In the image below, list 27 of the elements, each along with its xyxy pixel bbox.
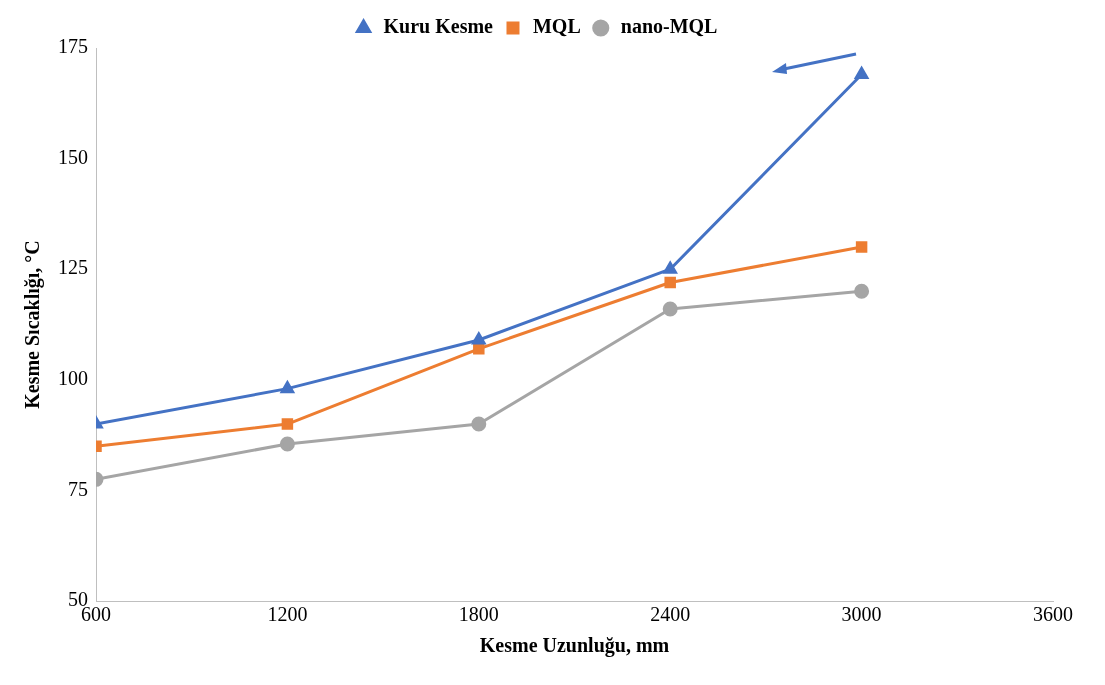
- point: [664, 276, 676, 289]
- legend-label: Kuru Kesme: [383, 15, 494, 38]
- y-axis-title: Kesme Sıcaklığı, °C: [21, 240, 45, 409]
- point: [472, 332, 486, 345]
- point: [471, 416, 487, 432]
- x-tick-label: 3000: [841, 603, 882, 626]
- point: [473, 343, 485, 355]
- x-tick-label: 2400: [650, 603, 691, 626]
- point: [280, 381, 295, 394]
- point: [279, 436, 295, 452]
- y-tick-label: 175: [58, 35, 88, 58]
- point: [662, 301, 678, 317]
- x-tick-label: 1200: [267, 603, 308, 626]
- legend-label: MQL: [532, 15, 581, 38]
- point: [855, 241, 868, 253]
- point: [663, 261, 677, 274]
- point: [854, 67, 869, 80]
- x-tick-label: 1800: [458, 603, 499, 626]
- x-tick-label: 3600: [1033, 603, 1073, 626]
- y-tick-label: 100: [58, 367, 88, 390]
- y-tick-label: 75: [68, 477, 88, 500]
- x-axis-title: Kesme Uzunluğu, mm: [479, 634, 670, 658]
- legend-label: nano-MQL: [620, 15, 718, 38]
- y-tick-label: 125: [58, 256, 88, 279]
- y-tick-label: 150: [58, 145, 88, 168]
- point: [281, 418, 294, 430]
- point: [854, 283, 870, 299]
